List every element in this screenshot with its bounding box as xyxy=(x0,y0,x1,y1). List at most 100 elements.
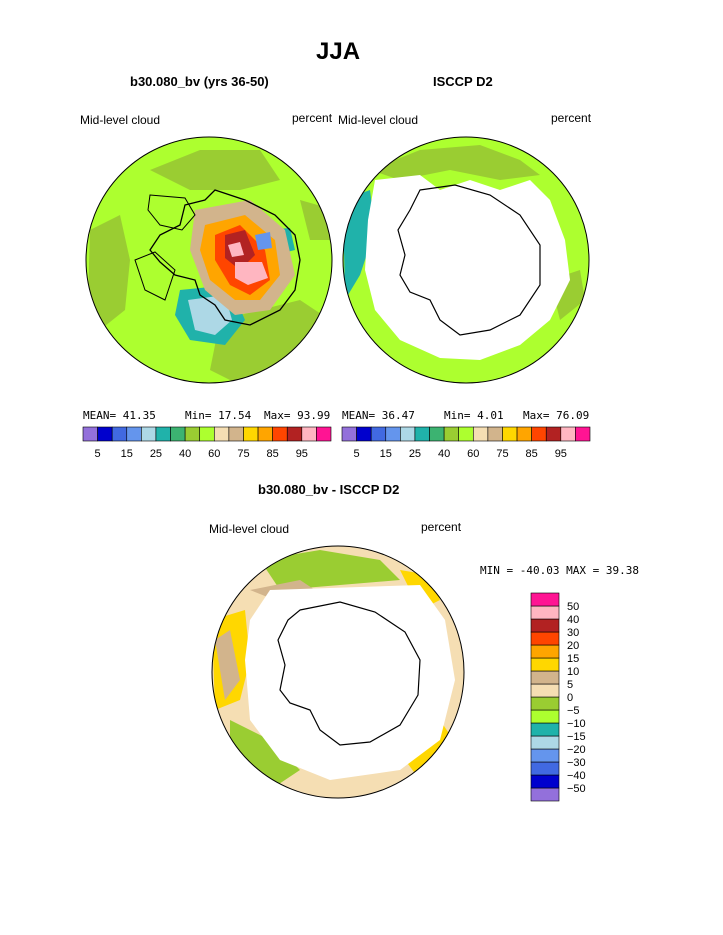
model-colorbar-tick-label: 40 xyxy=(179,448,191,460)
diff-colorbar-swatch xyxy=(530,735,560,750)
obs-units-label: percent xyxy=(551,111,592,125)
model-colorbar-tick-label: 85 xyxy=(267,448,279,460)
model-colorbar-swatch xyxy=(286,426,303,442)
obs-colorbar-swatch xyxy=(341,426,357,442)
diff-colorbar-swatch xyxy=(530,787,560,802)
model-colorbar-swatch xyxy=(141,426,157,442)
obs-max-text: Max= 76.09 xyxy=(523,409,590,422)
obs-colorbar-tick-label: 60 xyxy=(467,448,479,460)
obs-colorbar-tick-label: 95 xyxy=(555,448,567,460)
obs-colorbar-swatch xyxy=(443,426,460,442)
model-colorbar-swatch xyxy=(316,426,332,442)
diff-minmax-text: MIN = -40.03 MAX = 39.38 xyxy=(480,564,639,577)
model-min-text: Min= 17.54 xyxy=(185,409,252,422)
obs-min-text: Min= 4.01 xyxy=(444,409,504,422)
diff-colorbar-swatch xyxy=(530,657,560,672)
obs-colorbar-tick-label: 15 xyxy=(380,448,392,460)
obs-colorbar-swatch xyxy=(560,426,576,442)
diff-subtitle: b30.080_bv - ISCCP D2 xyxy=(258,482,400,497)
model-colorbar-swatch xyxy=(199,426,215,442)
diff-colorbar-tick-label: 15 xyxy=(567,653,579,665)
obs-colorbar-tick-label: 5 xyxy=(354,448,360,460)
diff-colorbar-swatch xyxy=(530,618,560,633)
diff-colorbar-swatch xyxy=(530,696,560,711)
diff-colorbar-tick-label: 30 xyxy=(567,627,579,639)
diff-colorbar-tick-label: 50 xyxy=(567,601,579,613)
diff-colorbar-tick-label: −20 xyxy=(567,744,586,756)
diff-colorbar-swatch xyxy=(530,631,560,646)
diff-colorbar-tick-label: 5 xyxy=(567,679,573,691)
obs-colorbar-swatch xyxy=(531,426,547,442)
obs-colorbar-tick-label: 75 xyxy=(496,448,508,460)
obs-colorbar-tick-label: 40 xyxy=(438,448,450,460)
model-colorbar-tick-label: 15 xyxy=(121,448,133,460)
model-colorbar-swatch xyxy=(170,426,186,442)
obs-colorbar-swatch xyxy=(400,426,416,442)
model-colorbar-swatch xyxy=(272,426,288,442)
model-colorbar-swatch xyxy=(126,426,142,442)
obs-variable-label: Mid-level cloud xyxy=(338,113,419,127)
diff-colorbar-tick-label: −10 xyxy=(567,718,586,730)
diff-colorbar-swatch xyxy=(530,670,560,685)
diff-colorbar-swatch xyxy=(530,644,560,659)
diff-colorbar-swatch xyxy=(530,774,560,789)
model-colorbar-swatch xyxy=(257,426,273,442)
obs-mean-text: MEAN= 36.47 xyxy=(342,409,415,422)
obs-colorbar-swatch xyxy=(545,426,562,442)
model-mean-text: MEAN= 41.35 xyxy=(83,409,156,422)
diff-colorbar-swatch xyxy=(530,709,560,724)
page-title: JJA xyxy=(316,38,361,65)
obs-colorbar-tick-label: 85 xyxy=(526,448,538,460)
diff-colorbar-tick-label: 40 xyxy=(567,614,579,626)
obs-subtitle: ISCCP D2 xyxy=(433,74,493,89)
diff-colorbar-swatch xyxy=(530,748,560,763)
model-variable-label: Mid-level cloud xyxy=(80,113,161,127)
obs-colorbar-swatch xyxy=(472,426,489,442)
model-colorbar-swatch xyxy=(97,426,113,442)
model-colorbar-swatch xyxy=(82,426,98,442)
diff-colorbar-tick-label: 0 xyxy=(567,692,573,704)
diff-colorbar-tick-label: 10 xyxy=(567,666,579,678)
model-colorbar-swatch xyxy=(155,426,171,442)
model-colorbar-swatch xyxy=(301,426,317,442)
diff-colorbar-swatch xyxy=(530,683,560,698)
obs-colorbar-swatch xyxy=(575,426,591,442)
obs-colorbar-swatch xyxy=(414,426,430,442)
obs-colorbar-swatch xyxy=(487,426,503,442)
model-colorbar-swatch xyxy=(111,426,128,442)
model-colorbar-tick-label: 95 xyxy=(296,448,308,460)
model-colorbar-swatch xyxy=(228,426,244,442)
model-colorbar-swatch xyxy=(213,426,230,442)
diff-variable-label: Mid-level cloud xyxy=(209,522,290,536)
diff-colorbar-swatch xyxy=(530,605,560,620)
diff-colorbar-swatch xyxy=(530,592,560,607)
obs-colorbar-tick-label: 25 xyxy=(409,448,421,460)
model-colorbar-tick-label: 25 xyxy=(150,448,162,460)
diff-colorbar-swatch xyxy=(530,722,560,737)
obs-colorbar-swatch xyxy=(502,426,518,442)
model-colorbar-swatch xyxy=(184,426,201,442)
model-colorbar-tick-label: 5 xyxy=(95,448,101,460)
model-colorbar-swatch xyxy=(243,426,259,442)
obs-colorbar-swatch xyxy=(370,426,387,442)
model-units-label: percent xyxy=(292,111,333,125)
diff-colorbar-tick-label: −40 xyxy=(567,770,586,782)
obs-colorbar-swatch xyxy=(516,426,532,442)
diff-colorbar-swatch xyxy=(530,761,560,776)
model-max-text: Max= 93.99 xyxy=(264,409,331,422)
model-colorbar-tick-label: 75 xyxy=(237,448,249,460)
obs-colorbar-swatch xyxy=(458,426,474,442)
model-subtitle: b30.080_bv (yrs 36-50) xyxy=(130,74,269,89)
diff-colorbar-tick-label: −30 xyxy=(567,757,586,769)
diff-colorbar-tick-label: −50 xyxy=(567,783,586,795)
obs-colorbar-swatch xyxy=(429,426,445,442)
model-colorbar: 5 15 25 40 60 75 85 95 xyxy=(82,426,332,460)
obs-colorbar-swatch xyxy=(356,426,372,442)
model-colorbar-tick-label: 60 xyxy=(208,448,220,460)
diff-units-label: percent xyxy=(421,520,462,534)
diff-colorbar-tick-label: 20 xyxy=(567,640,579,652)
